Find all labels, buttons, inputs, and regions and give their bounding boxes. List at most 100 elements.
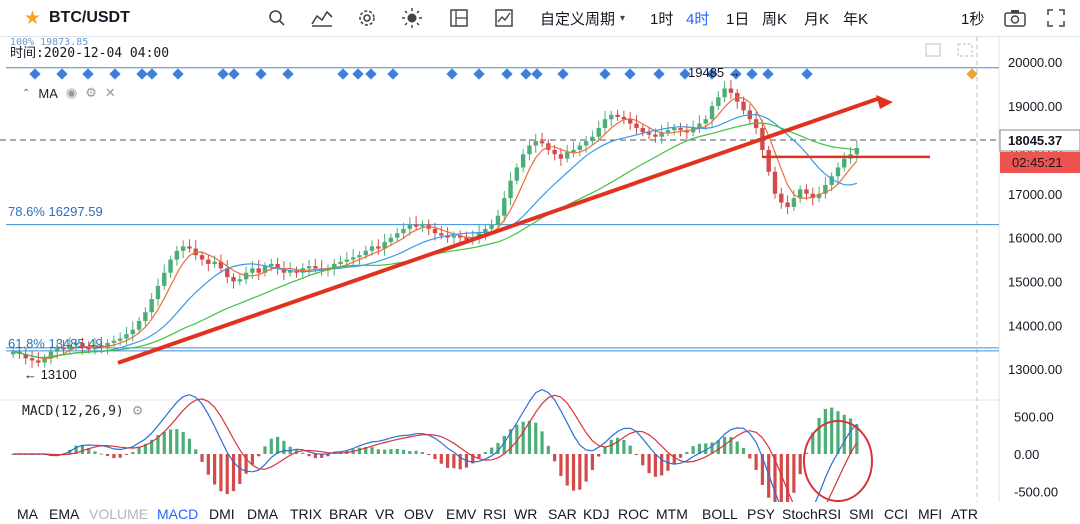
- candle-body-67: [432, 228, 438, 234]
- indicator-tab-emv[interactable]: EMV: [446, 506, 477, 522]
- indicator-tab-trix[interactable]: TRIX: [290, 506, 322, 522]
- candle-body-47: [306, 266, 312, 269]
- timeframe-1[interactable]: 4时: [686, 10, 710, 28]
- candle-body-68: [439, 233, 444, 236]
- candle-body-84: [539, 141, 545, 144]
- timeframe-5[interactable]: 年K: [843, 10, 869, 28]
- indicator-tab-dmi[interactable]: DMI: [209, 506, 235, 522]
- timeframe-0[interactable]: 1时: [650, 10, 674, 28]
- price-chart[interactable]: 20000.0019000.0018000.0017000.0016000.00…: [0, 37, 1080, 502]
- macd-bar-125: [798, 454, 802, 475]
- candle-body-98: [627, 119, 633, 124]
- symbol-name[interactable]: BTC/USDT: [49, 9, 130, 26]
- candle-body-109: [697, 123, 702, 128]
- candle-body-25: [168, 259, 173, 273]
- moving-averages: [12, 96, 858, 360]
- macd-bar-28: [187, 438, 192, 454]
- indicator-tab-volume[interactable]: VOLUME: [89, 506, 149, 522]
- macd-bar-61: [395, 448, 399, 454]
- ma-line-0: [12, 96, 858, 360]
- macd-bar-47: [307, 454, 311, 457]
- signal-marker-27: [746, 68, 758, 80]
- macd-bar-102: [653, 454, 657, 477]
- timeframe-3[interactable]: 周K: [762, 10, 788, 28]
- signal-marker-4: [136, 68, 148, 80]
- candle-body-42: [275, 263, 280, 269]
- timeframe-2[interactable]: 1日: [726, 10, 750, 28]
- indicator-tab-sar[interactable]: SAR: [548, 506, 577, 522]
- candle-body-128: [816, 193, 822, 199]
- macd-bar-100: [641, 454, 645, 466]
- fib-top-label: 100% 19873.85: [10, 37, 89, 48]
- close-icon[interactable]: ✕: [104, 85, 116, 100]
- indicator-tabs: MA EMA VOLUME MACD DMI DMA TRIX BRAR VR OBV EMV RSI…: [0, 502, 1080, 524]
- fullscreen-icon[interactable]: [1047, 0, 1065, 36]
- macd-bar-78: [502, 435, 506, 454]
- macd-bar-96: [615, 437, 620, 454]
- macd-bar-77: [496, 443, 500, 454]
- gear-icon[interactable]: ⚙: [131, 403, 144, 418]
- custom-period-dropdown[interactable]: 自定义周期 ▾: [540, 0, 625, 36]
- macd-bar-112: [716, 440, 720, 454]
- candle-body-11: [80, 342, 85, 348]
- indicator-tab-mtm[interactable]: MTM: [656, 506, 688, 522]
- interval-1s[interactable]: 1秒: [961, 10, 985, 28]
- signal-marker-9: [255, 68, 267, 80]
- candle-body-120: [766, 149, 771, 172]
- indicator-tab-obv[interactable]: OBV: [404, 506, 434, 522]
- chart-type-icon[interactable]: [311, 0, 333, 36]
- indicator-tab-ema[interactable]: EMA: [49, 506, 80, 522]
- layout-icon[interactable]: [450, 0, 468, 36]
- indicator-tab-smi[interactable]: SMI: [849, 506, 874, 522]
- candle-body-18: [124, 334, 129, 339]
- macd-bar-94: [603, 446, 607, 454]
- candle-body-58: [376, 246, 381, 249]
- indicator-tab-vr[interactable]: VR: [375, 506, 395, 522]
- indicator-tab-brar[interactable]: BRAR: [329, 506, 368, 522]
- gear-icon[interactable]: ⚙: [85, 85, 97, 100]
- indicator-tab-atr[interactable]: ATR: [951, 506, 978, 522]
- macd-bar-29: [194, 449, 198, 454]
- candle-body-83: [533, 141, 538, 146]
- macd-bar-22: [150, 439, 154, 454]
- countdown-tag: [1000, 152, 1080, 173]
- indicator-tab-dma[interactable]: DMA: [247, 506, 279, 522]
- candle-body-99: [634, 123, 639, 128]
- indicator-tab-roc[interactable]: ROC: [618, 506, 650, 522]
- macd-bar-110: [704, 443, 708, 454]
- macd-bar-31: [206, 454, 210, 475]
- theme-icon[interactable]: [401, 0, 423, 36]
- indicator-tab-rsi[interactable]: RSI: [483, 506, 507, 522]
- indicator-tab-macd[interactable]: MACD: [157, 506, 199, 522]
- macd-bar-83: [534, 422, 538, 454]
- macd-bar-99: [634, 454, 639, 455]
- macd-dea-line: [13, 394, 858, 502]
- candle-body-35: [231, 277, 236, 282]
- indicator-tab-wr[interactable]: WR: [514, 506, 538, 522]
- candle-body-70: [451, 235, 457, 238]
- indicator-tab-stochrsi[interactable]: StochRSI: [782, 506, 842, 522]
- candle-body-105: [672, 127, 677, 131]
- search-icon[interactable]: [268, 0, 286, 36]
- indicator-tab-boll[interactable]: BOLL: [702, 506, 738, 522]
- candle-body-10: [73, 342, 79, 346]
- macd-bar-15: [105, 454, 110, 457]
- macd-bar-121: [773, 454, 777, 502]
- signal-marker-11: [337, 68, 349, 80]
- macd-legend: MACD(12,26,9) ⚙: [22, 403, 143, 419]
- indicator-tab-psy[interactable]: PSY: [747, 506, 776, 522]
- eye-icon[interactable]: ◉: [65, 85, 78, 100]
- candle-body-95: [609, 114, 614, 120]
- indicator-tab-kdj[interactable]: KDJ: [583, 506, 610, 522]
- collapse-icon[interactable]: ⌃: [22, 87, 31, 99]
- indicator-tab-cci[interactable]: CCI: [884, 506, 909, 522]
- settings-icon[interactable]: [357, 0, 377, 36]
- indicator-tab-ma[interactable]: MA: [17, 506, 38, 522]
- macd-bar-88: [565, 454, 569, 486]
- screenshot-icon[interactable]: [1004, 0, 1026, 36]
- signal-marker-7: [217, 68, 229, 80]
- favorite-star-icon[interactable]: ★: [24, 7, 42, 29]
- indicator-tab-mfi[interactable]: MFI: [918, 506, 943, 522]
- replay-icon[interactable]: [495, 0, 513, 36]
- timeframe-4[interactable]: 月K: [804, 10, 830, 28]
